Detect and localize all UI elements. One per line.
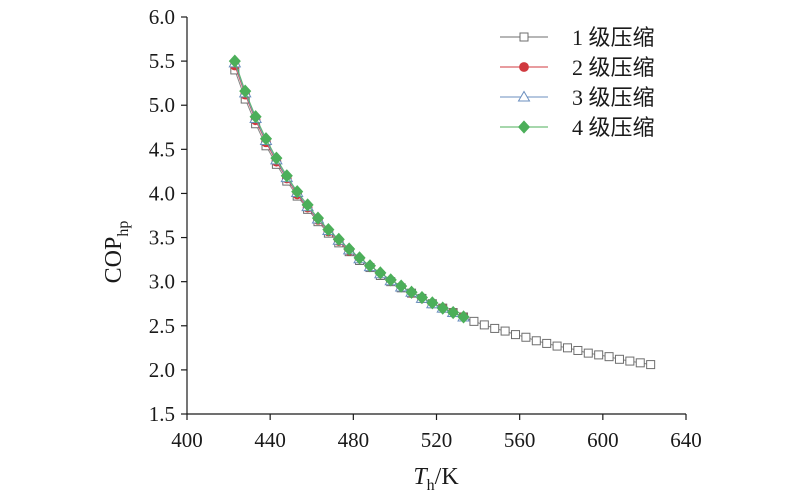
series-4-point <box>353 251 366 265</box>
x-tick-label: 480 <box>338 428 370 452</box>
series-layer <box>228 54 656 370</box>
series-1-point <box>511 330 521 340</box>
series-1-point <box>573 345 583 355</box>
series-4-line <box>234 60 464 318</box>
series-4-point <box>447 305 460 320</box>
series-4-point <box>322 223 335 237</box>
series-4-point <box>280 169 293 183</box>
y-tick-label: 5.0 <box>149 93 175 117</box>
x-tick-label: 560 <box>504 428 536 452</box>
legend-item-2: 2 级压缩 <box>500 55 655 80</box>
y-ticks: 1.5 2.0 2.5 3.0 3.5 4.0 4.5 5.0 5.5 6.0 <box>149 5 187 426</box>
series-4-point <box>457 310 470 324</box>
series-1-point <box>521 332 531 342</box>
y-tick-label: 2.0 <box>149 358 175 382</box>
series-1-point <box>583 348 593 358</box>
series-1-point <box>625 356 635 366</box>
y-tick-label: 6.0 <box>149 5 175 29</box>
y-axis-title-symbol: COP <box>101 237 127 284</box>
series-4-point <box>311 211 325 225</box>
series-4-point <box>415 290 428 305</box>
series-4-point <box>384 273 397 287</box>
x-axis-title: Th/K <box>413 464 459 494</box>
series-3 <box>228 56 470 322</box>
series-4-point <box>363 259 377 273</box>
legend-item-4: 4 级压缩 <box>500 115 655 140</box>
series-4-point <box>301 198 314 212</box>
y-tick-label: 5.5 <box>149 49 175 73</box>
x-tick-label: 600 <box>587 428 619 452</box>
legend: 1 级压缩 2 级压缩 3 级压缩 4 级压缩 <box>500 25 655 140</box>
series-4-point <box>374 266 387 280</box>
series-1-point <box>552 341 562 351</box>
series-1-point <box>469 316 479 326</box>
series-4-point <box>332 232 345 246</box>
series-1-point <box>646 360 656 370</box>
y-tick-label: 1.5 <box>149 402 175 426</box>
x-tick-label: 520 <box>421 428 453 452</box>
y-axis-title: COPhp <box>101 221 132 284</box>
series-1-point <box>604 352 614 362</box>
series-1-point <box>479 320 489 330</box>
legend-marker <box>517 120 531 134</box>
series-3-line <box>234 62 464 318</box>
series-4-point <box>395 279 408 293</box>
legend-label: 4 级压缩 <box>572 115 655 140</box>
series-1-point <box>614 354 624 364</box>
y-tick-label: 2.5 <box>149 314 175 338</box>
y-tick-label: 4.0 <box>149 181 175 205</box>
legend-item-3: 3 级压缩 <box>500 85 655 110</box>
legend-label: 1 级压缩 <box>572 25 655 50</box>
series-4-point <box>291 185 304 199</box>
series-4-point <box>426 296 439 310</box>
series-4-point <box>249 110 262 124</box>
series-4-point <box>436 301 449 315</box>
legend-label: 2 级压缩 <box>572 55 655 80</box>
series-1-point <box>594 350 604 360</box>
legend-marker <box>519 32 529 42</box>
x-tick-label: 640 <box>670 428 702 452</box>
series-1-point <box>500 326 510 336</box>
series-4-point <box>228 54 241 68</box>
y-tick-label: 4.5 <box>149 137 175 161</box>
series-4-point <box>405 285 418 299</box>
series-1 <box>230 65 656 370</box>
y-tick-label: 3.5 <box>149 226 175 250</box>
series-1-point <box>490 323 500 333</box>
series-1-point <box>635 358 645 368</box>
y-axis-title-subscript: hp <box>115 221 132 237</box>
x-tick-label: 440 <box>254 428 286 452</box>
legend-marker <box>517 90 531 102</box>
series-1-point <box>542 338 552 348</box>
series-4-point <box>239 84 252 98</box>
series-2-line <box>234 65 464 318</box>
series-4-point <box>259 132 273 146</box>
series-4 <box>228 54 470 324</box>
series-4-point <box>343 242 356 256</box>
y-tick-label: 3.0 <box>149 270 175 294</box>
series-4-point <box>270 151 283 165</box>
legend-item-1: 1 级压缩 <box>500 25 655 50</box>
x-ticks: 400 440 480 520 560 600 640 <box>171 414 702 452</box>
legend-label: 3 级压缩 <box>572 85 655 110</box>
series-1-point <box>531 336 541 346</box>
x-axis-title-unit: /K <box>435 464 460 490</box>
legend-marker <box>519 62 529 72</box>
x-axis-title-subscript: h <box>427 477 435 494</box>
series-2 <box>229 60 469 322</box>
x-axis-title-symbol: T <box>413 464 428 490</box>
series-1-point <box>562 343 572 353</box>
x-tick-label: 400 <box>171 428 203 452</box>
